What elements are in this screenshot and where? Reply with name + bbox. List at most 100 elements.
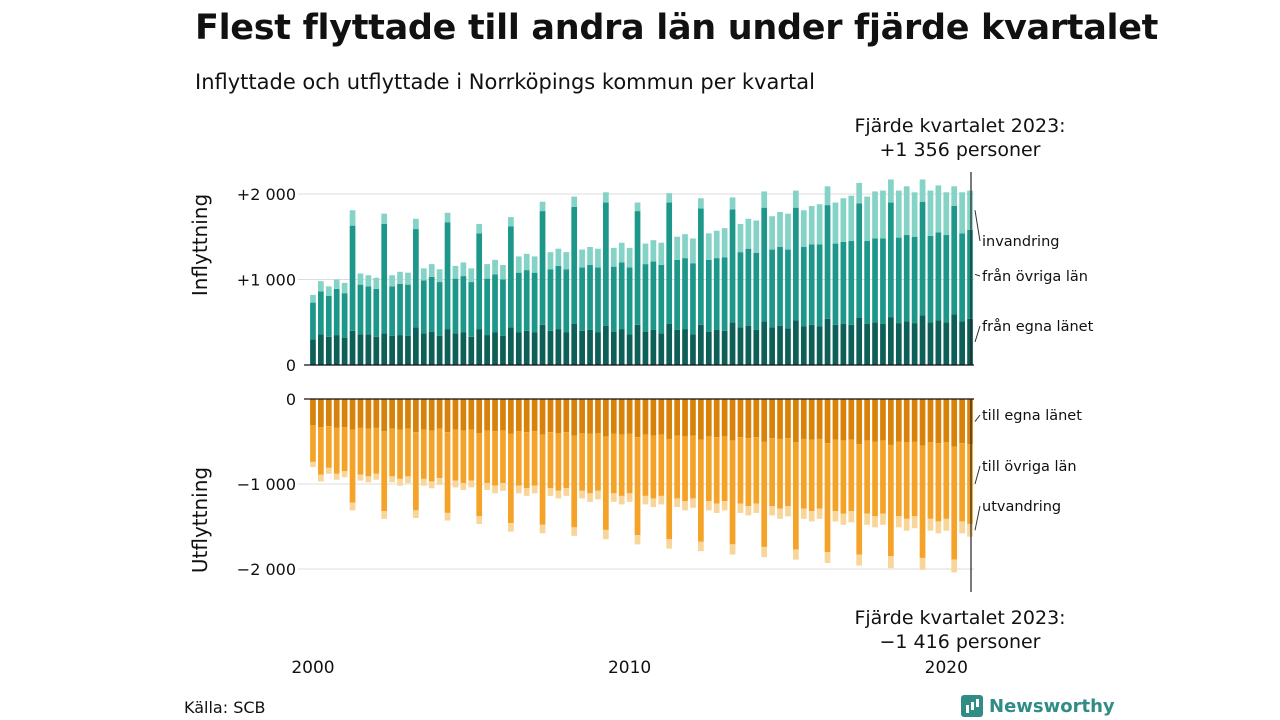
callout-bottom: Fjärde kvartalet 2023: −1 416 personer — [830, 606, 1090, 654]
bar-in_egna — [587, 329, 593, 365]
bar-in_ovriga — [325, 295, 332, 337]
bar-ut_utvandring — [476, 516, 483, 524]
bar-ut_ovriga — [769, 438, 775, 507]
bar-ut_egna — [777, 399, 783, 439]
bar-in_egna — [389, 335, 395, 365]
bar-in_ovriga — [460, 276, 467, 333]
bar-in_egna — [658, 333, 665, 365]
bar-in_invandring — [397, 271, 403, 284]
bar-ut_utvandring — [365, 476, 372, 483]
bar-in_ovriga — [587, 264, 593, 330]
bar-ut_ovriga — [492, 431, 498, 486]
bar-ut_utvandring — [848, 511, 855, 523]
bar-in_invandring — [325, 286, 332, 296]
bar-ut_egna — [310, 399, 316, 426]
bar-in_egna — [935, 320, 942, 365]
bar-in_invandring — [389, 275, 395, 287]
bar-in_ovriga — [626, 267, 633, 335]
series-label-leader — [974, 210, 981, 242]
bar-ut_egna — [872, 399, 878, 442]
bar-ut_egna — [856, 399, 863, 445]
bar-ut_egna — [713, 399, 720, 438]
bar-in_ovriga — [618, 262, 625, 330]
bar-ut_utvandring — [895, 516, 902, 528]
bar-ut_ovriga — [666, 438, 673, 540]
bar-in_egna — [674, 329, 680, 365]
bar-in_ovriga — [650, 261, 657, 330]
bar-ut_utvandring — [927, 518, 934, 531]
bar-in_ovriga — [927, 235, 934, 323]
y-tick-label: +2 000 — [237, 185, 296, 204]
bar-ut_utvandring — [824, 552, 831, 564]
bar-ut_egna — [381, 399, 388, 432]
bar-ut_egna — [927, 399, 934, 443]
bar-ut_ovriga — [959, 443, 965, 522]
bar-in_ovriga — [666, 202, 673, 324]
bar-in_ovriga — [642, 264, 649, 332]
bar-in_invandring — [428, 264, 435, 277]
bar-ut_egna — [389, 399, 395, 429]
y-tick-label: 0 — [286, 390, 296, 409]
bar-in_invandring — [911, 192, 918, 237]
bar-in_egna — [698, 324, 704, 365]
bar-ut_utvandring — [888, 556, 894, 569]
bar-ut_utvandring — [793, 549, 799, 560]
bar-ut_utvandring — [816, 508, 823, 519]
bar-ut_ovriga — [674, 435, 680, 499]
bar-in_invandring — [547, 252, 554, 270]
bar-in_ovriga — [318, 291, 324, 335]
bar-ut_egna — [476, 399, 483, 433]
bar-ut_ovriga — [816, 438, 823, 509]
bar-in_egna — [460, 332, 467, 365]
bar-in_invandring — [413, 218, 419, 230]
bar-ut_utvandring — [603, 529, 609, 540]
bar-in_ovriga — [658, 264, 665, 334]
bar-in_ovriga — [333, 288, 340, 336]
bar-ut_utvandring — [959, 521, 965, 534]
bar-in_ovriga — [753, 252, 760, 330]
bar-ut_egna — [603, 399, 609, 437]
bar-ut_utvandring — [721, 501, 728, 511]
bar-in_ovriga — [895, 237, 902, 324]
bar-in_ovriga — [848, 241, 855, 325]
bar-ut_utvandring — [539, 524, 546, 534]
bar-ut_utvandring — [872, 516, 878, 528]
bar-in_invandring — [872, 191, 878, 239]
bar-ut_ovriga — [642, 434, 649, 496]
bar-in_egna — [919, 315, 926, 365]
bar-ut_utvandring — [967, 523, 973, 537]
series-label: utvandring — [982, 499, 1061, 515]
bar-in_egna — [523, 330, 530, 365]
bar-ut_utvandring — [436, 478, 443, 485]
bar-in_invandring — [373, 277, 380, 289]
series-label-leader — [974, 465, 981, 485]
bar-ut_egna — [500, 399, 506, 431]
bar-ut_egna — [919, 399, 926, 446]
bar-in_egna — [864, 323, 870, 365]
bar-in_egna — [531, 332, 538, 365]
bar-ut_egna — [800, 399, 807, 439]
bar-ut_utvandring — [626, 493, 633, 502]
bar-ut_ovriga — [658, 434, 665, 496]
bar-ut_ovriga — [856, 444, 863, 555]
bar-in_egna — [610, 331, 617, 365]
bar-ut_ovriga — [698, 439, 704, 542]
bar-in_ovriga — [523, 270, 530, 331]
bar-in_ovriga — [531, 272, 538, 333]
bar-ut_egna — [745, 399, 752, 439]
bar-in_ovriga — [539, 211, 546, 325]
bar-ut_ovriga — [785, 438, 791, 507]
bar-ut_ovriga — [705, 436, 712, 501]
series-label: från egna länet — [982, 318, 1094, 335]
bar-ut_ovriga — [571, 435, 578, 528]
bar-ut_ovriga — [880, 440, 886, 514]
bar-in_ovriga — [603, 202, 609, 326]
bar-ut_utvandring — [405, 476, 411, 484]
bar-ut_egna — [595, 399, 601, 433]
bar-in_ovriga — [444, 222, 451, 330]
bar-ut_utvandring — [523, 488, 530, 496]
bar-ut_ovriga — [365, 428, 372, 477]
bar-in_ovriga — [745, 248, 752, 326]
bar-in_egna — [468, 336, 475, 365]
bar-ut_egna — [959, 399, 965, 444]
